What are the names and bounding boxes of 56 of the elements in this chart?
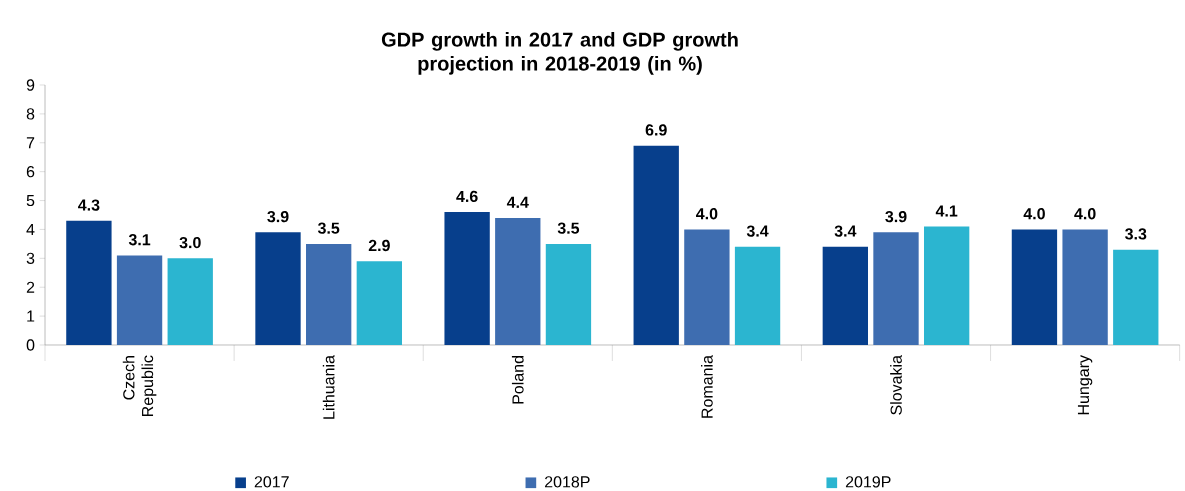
- x-tick-label: Romania: [701, 355, 713, 418]
- y-tick-label: 9: [26, 79, 35, 91]
- bar: [66, 220, 112, 345]
- y-tick-label: 7: [26, 137, 35, 149]
- data-label: 6.9: [645, 124, 667, 136]
- legend-label: 2017: [254, 476, 289, 488]
- y-tick-label: 8: [26, 108, 35, 120]
- data-label: 3.1: [128, 234, 151, 246]
- bar: [495, 217, 541, 345]
- bar: [1062, 229, 1108, 345]
- bar: [306, 243, 352, 345]
- data-label: 4.3: [78, 199, 100, 211]
- y-tick-label: 5: [26, 194, 35, 207]
- data-label: 4.4: [506, 196, 529, 208]
- legend-label: 2018P: [544, 476, 590, 488]
- y-tick-label: 1: [27, 310, 35, 322]
- bar: [255, 232, 301, 345]
- data-label: 4.0: [696, 208, 718, 220]
- y-tick-label: 6: [26, 166, 35, 178]
- x-tick-label: Lithuania: [322, 355, 335, 419]
- y-tick-label: 2: [26, 281, 35, 293]
- bar: [545, 243, 592, 345]
- data-label: 4.0: [1074, 208, 1096, 220]
- x-tick-label: Slovakia: [890, 355, 902, 415]
- data-label: 4.6: [456, 190, 478, 203]
- bar: [356, 261, 403, 345]
- bar: [822, 246, 868, 345]
- bar: [734, 246, 781, 345]
- bar: [116, 255, 163, 345]
- y-tick-label: 4: [26, 223, 35, 235]
- data-label: 3.9: [267, 210, 289, 223]
- bar: [684, 229, 730, 345]
- data-label: 2.9: [368, 239, 390, 252]
- x-tick-label: Hungary: [1077, 355, 1093, 415]
- bar: [633, 145, 679, 345]
- chart-title: GDP growth in 2017 and GDP growth projection in 2018-2019 (in %): [381, 32, 738, 75]
- data-label: 4.1: [935, 205, 958, 217]
- bar: [167, 258, 213, 345]
- y-tick-label: 0: [26, 339, 35, 351]
- y-tick-label: 3: [26, 252, 35, 264]
- data-label: 3.3: [1125, 228, 1147, 240]
- bar: [924, 226, 970, 345]
- data-label: 3.5: [557, 222, 580, 234]
- bar: [444, 212, 490, 345]
- bar: [873, 232, 919, 345]
- data-label: 3.5: [317, 222, 340, 234]
- x-tick-label: Czech Republic: [122, 355, 157, 416]
- bar: [1113, 249, 1159, 345]
- x-tick-label: Poland: [511, 356, 524, 404]
- data-label: 3.4: [746, 225, 769, 237]
- data-label: 3.0: [179, 236, 201, 249]
- legend-label: 2019P: [845, 476, 891, 488]
- data-label: 3.9: [885, 210, 907, 223]
- data-label: 3.4: [834, 225, 857, 237]
- data-label: 4.0: [1023, 208, 1045, 220]
- bar: [1011, 229, 1058, 345]
